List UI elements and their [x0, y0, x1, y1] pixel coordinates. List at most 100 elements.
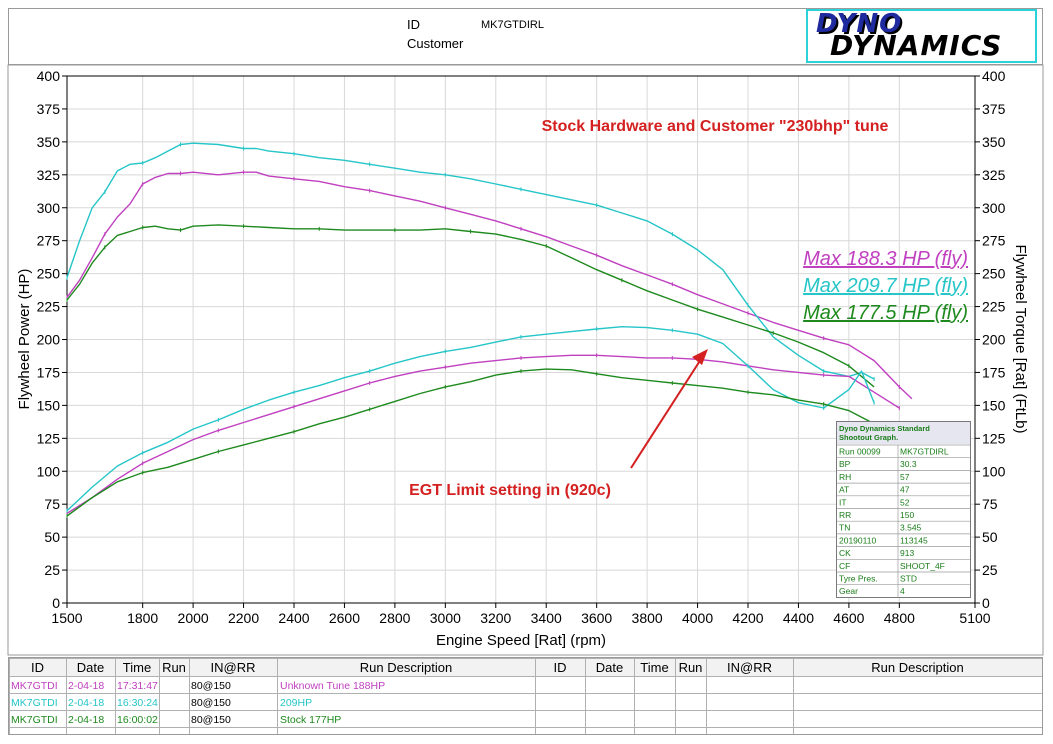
y2-tick-label: 125	[982, 430, 1006, 446]
series-torque-line	[66, 142, 875, 380]
info-row-value: 57	[900, 472, 910, 482]
run-table-header: ID	[31, 660, 44, 675]
run-table: ID Date Time Run IN@RR Run Description ID Date T…	[8, 657, 1043, 735]
y2-tick-label: 350	[982, 134, 1006, 150]
y-tick-label: 400	[37, 68, 61, 84]
y-tick-label: 275	[37, 233, 61, 249]
run-table-header: Run Description	[871, 660, 964, 675]
run-table-description: Unknown Tune 188HP	[280, 680, 385, 692]
max-legend: Max 188.3 HP (fly) Max 209.7 HP (fly) Max …	[803, 248, 968, 324]
run-table-cell: 80@150	[191, 680, 231, 692]
customer-label: Customer	[407, 36, 464, 51]
y-tick-label: 375	[37, 101, 61, 117]
run-table-cell: 17:31:47	[117, 680, 158, 692]
y-tick-label: 75	[44, 496, 60, 512]
id-value: MK7GTDIRL	[481, 19, 544, 31]
y2-tick-label: 175	[982, 364, 1006, 380]
run-table-header: Run	[679, 660, 703, 675]
x-tick-label: 1500	[51, 610, 82, 626]
info-row-key: CK	[839, 548, 851, 558]
y2-tick-label: 200	[982, 332, 1006, 348]
y2-tick-label: 100	[982, 463, 1006, 479]
y-tick-label: 125	[37, 430, 61, 446]
run-table-header: Run Description	[360, 660, 453, 675]
run-table-cell: 2-04-18	[68, 697, 104, 709]
dyno-dynamics-logo: DYNO DYNAMICS	[806, 9, 1037, 63]
info-row-value: STD	[900, 574, 917, 584]
info-row-key: TN	[839, 523, 850, 533]
x-tick-label: 3200	[480, 610, 511, 626]
y2-tick-label: 25	[982, 562, 998, 578]
x-tick-label: 3600	[581, 610, 612, 626]
max-hp-label: Max 177.5 HP (fly)	[803, 302, 968, 324]
info-row-key: AT	[839, 485, 849, 495]
y2-tick-label: 275	[982, 233, 1006, 249]
series-power-line	[66, 368, 875, 517]
run-table-header: Run	[162, 660, 186, 675]
run-info-box: Dyno Dynamics Standard Shootout Graph. Run…	[836, 421, 971, 598]
x-tick-label: 2600	[329, 610, 360, 626]
x-tick-label: 4000	[682, 610, 713, 626]
info-row-value: 30.3	[900, 459, 917, 469]
x-tick-label: 3400	[531, 610, 562, 626]
info-row-value: 3.545	[900, 523, 922, 533]
y-tick-label: 225	[37, 299, 61, 315]
series-torque-line	[66, 171, 913, 400]
y2-tick-label: 375	[982, 101, 1006, 117]
egt-annotation: EGT Limit setting in (920c)	[409, 482, 611, 499]
run-table-cell: MK7GTDI	[11, 680, 58, 692]
run-table-header: Date	[77, 660, 104, 675]
run-table-cell: 16:00:02	[117, 714, 158, 726]
id-label: ID	[407, 17, 420, 32]
x-tick-label: 1800	[127, 610, 158, 626]
x-tick-label: 4200	[732, 610, 763, 626]
info-row-key: RR	[839, 510, 851, 520]
y-tick-label: 250	[37, 266, 61, 282]
y2-tick-label: 75	[982, 496, 998, 512]
run-table-cell: MK7GTDI	[11, 697, 58, 709]
run-table-header: Date	[596, 660, 623, 675]
info-row-value: 4	[900, 586, 905, 596]
y-tick-label: 200	[37, 332, 61, 348]
run-table-header-bg	[9, 658, 1042, 676]
axes: 1500 1800 2000 2200 2400 2600 2800 3000 3200 3400…	[37, 68, 1006, 626]
series-power-line	[66, 326, 875, 512]
max-hp-label: Max 209.7 HP (fly)	[803, 275, 968, 297]
run-table-cell: 2-04-18	[68, 714, 104, 726]
info-row-key: Tyre Pres.	[839, 574, 878, 584]
x-tick-label: 5100	[959, 610, 990, 626]
y-tick-label: 300	[37, 200, 61, 216]
y2-tick-label: 225	[982, 299, 1006, 315]
egt-arrow	[630, 349, 708, 469]
info-row-key: BP	[839, 459, 851, 469]
x-axis-label: Engine Speed [Rat] (rpm)	[436, 632, 606, 649]
run-table-grid: ID Date Time Run IN@RR Run Description ID Date T…	[9, 658, 1043, 735]
series-torque-line	[66, 224, 875, 388]
run-table-cell: 2-04-18	[68, 680, 104, 692]
arrow-shaft	[630, 355, 704, 469]
y2-tick-label: 300	[982, 200, 1006, 216]
run-table-cell: 80@150	[191, 697, 231, 709]
arrow-head	[692, 349, 708, 365]
info-row-value: 113145	[900, 535, 928, 545]
x-tick-label: 2400	[278, 610, 309, 626]
y-tick-label: 150	[37, 397, 61, 413]
run-table-cell: MK7GTDI	[11, 714, 58, 726]
y-axis-label: Flywheel Power (HP)	[16, 269, 33, 410]
info-row-value: 150	[900, 510, 914, 520]
chart-annotation-title: Stock Hardware and Customer "230bhp" tun…	[542, 118, 889, 135]
info-box-title-bg	[837, 422, 970, 444]
logo-line1: DYNO	[816, 9, 903, 39]
y-tick-label: 50	[44, 529, 60, 545]
y2-tick-label: 0	[982, 595, 990, 611]
y2-tick-label: 325	[982, 167, 1006, 183]
y-tick-label: 100	[37, 463, 61, 479]
info-box-frame	[836, 421, 971, 598]
x-tick-label: 4800	[884, 610, 915, 626]
run-table-cell: 80@150	[191, 714, 231, 726]
max-hp-label: Max 188.3 HP (fly)	[803, 248, 968, 270]
run-table-description: Stock 177HP	[280, 714, 341, 726]
y2-tick-label: 250	[982, 266, 1006, 282]
